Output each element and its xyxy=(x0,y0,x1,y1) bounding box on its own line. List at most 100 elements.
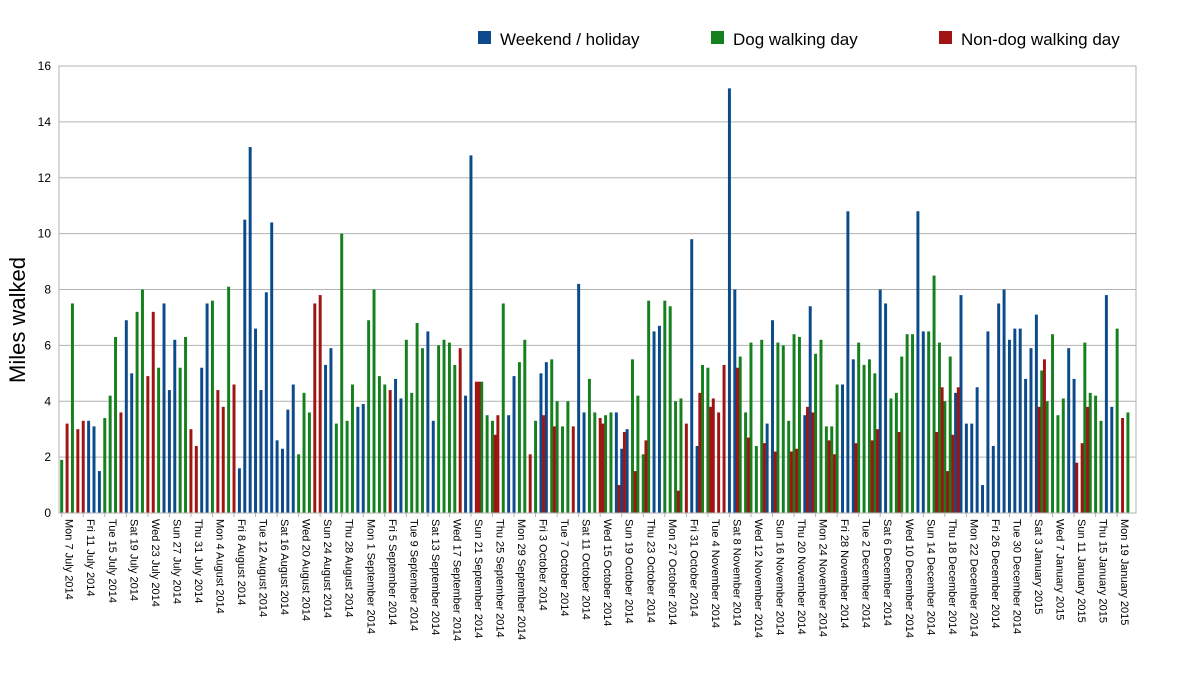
x-tick-label: Mon 29 September 2014 xyxy=(515,519,527,640)
bar-non-dog-walking-day xyxy=(552,426,556,513)
bar-weekend-holiday xyxy=(426,331,430,513)
x-tick-label: Fri 26 December 2014 xyxy=(989,519,1001,628)
axes xyxy=(58,65,1137,514)
bar-dog-walking-day xyxy=(587,378,591,513)
x-tick-label: Fri 8 August 2014 xyxy=(235,519,247,605)
bar-dog-walking-day xyxy=(636,395,640,513)
x-tick-label: Thu 18 December 2014 xyxy=(946,519,958,635)
x-tick-label: Wed 7 January 2015 xyxy=(1054,519,1066,620)
bar-dog-walking-day xyxy=(302,392,306,513)
bar-non-dog-walking-day xyxy=(722,364,726,513)
bar-dog-walking-day xyxy=(738,356,742,513)
x-tick-label: Tue 15 July 2014 xyxy=(106,519,118,603)
bar-non-dog-walking-day xyxy=(216,390,220,513)
bar-weekend-holiday xyxy=(884,303,888,513)
x-tick-label: Sat 13 September 2014 xyxy=(429,519,441,635)
bar-dog-walking-day xyxy=(889,398,893,513)
bar-non-dog-walking-day xyxy=(676,490,680,513)
bar-weekend-holiday xyxy=(991,445,995,513)
bar-non-dog-walking-day xyxy=(194,445,198,513)
bar-weekend-holiday xyxy=(431,420,435,513)
bar-dog-walking-day xyxy=(404,339,408,513)
bar-weekend-holiday xyxy=(264,292,268,513)
bar-weekend-holiday xyxy=(964,423,968,513)
bar-weekend-holiday xyxy=(771,320,774,513)
x-tick-label: Thu 15 January 2015 xyxy=(1097,519,1109,623)
bar-non-dog-walking-day xyxy=(827,440,831,513)
bar-dog-walking-day xyxy=(334,423,338,513)
bar-non-dog-walking-day xyxy=(897,431,901,513)
bar-weekend-holiday xyxy=(620,448,624,513)
bar-weekend-holiday xyxy=(841,384,844,513)
bar-weekend-holiday xyxy=(361,404,365,513)
bar-non-dog-walking-day xyxy=(119,412,123,513)
bar-dog-walking-day xyxy=(453,364,457,513)
bar-weekend-holiday xyxy=(324,364,328,513)
x-tick-label: Mon 24 November 2014 xyxy=(817,519,829,637)
bar-weekend-holiday xyxy=(270,222,274,513)
bar-dog-walking-day xyxy=(70,303,74,513)
bar-non-dog-walking-day xyxy=(870,440,874,513)
x-tick-label: Wed 15 October 2014 xyxy=(601,519,613,626)
bar-non-dog-walking-day xyxy=(388,390,392,513)
bar-non-dog-walking-day xyxy=(946,471,949,513)
bar-dog-walking-day xyxy=(437,345,441,514)
bar-non-dog-walking-day xyxy=(935,431,939,513)
bar-non-dog-walking-day xyxy=(633,471,637,513)
bar-non-dog-walking-day xyxy=(717,412,721,513)
bar-weekend-holiday xyxy=(808,306,812,513)
bar-weekend-holiday xyxy=(243,219,247,513)
bar-weekend-holiday xyxy=(97,471,101,513)
bar-non-dog-walking-day xyxy=(189,429,193,513)
bar-dog-walking-day xyxy=(873,373,877,513)
y-tick-labels: 0 2 4 6 8 10 12 14 16 xyxy=(38,59,52,520)
bar-dog-walking-day xyxy=(307,412,311,513)
bar-weekend-holiday xyxy=(162,303,166,513)
bar-non-dog-walking-day xyxy=(76,429,80,513)
bar-dog-walking-day xyxy=(792,334,796,513)
x-tick-label: Fri 28 November 2014 xyxy=(838,519,850,628)
bar-dog-walking-day xyxy=(523,339,527,513)
bar-weekend-holiday xyxy=(614,412,618,513)
x-tick-label: Tue 2 December 2014 xyxy=(860,519,872,628)
bar-dog-walking-day xyxy=(948,356,952,513)
bar-dog-walking-day xyxy=(421,348,424,513)
bar-non-dog-walking-day xyxy=(458,348,462,513)
bar-non-dog-walking-day xyxy=(528,454,532,513)
bar-non-dog-walking-day xyxy=(684,423,688,513)
x-tick-label: Tue 9 September 2014 xyxy=(407,519,419,631)
bar-dog-walking-day xyxy=(550,359,554,513)
y-tick-label: 6 xyxy=(44,338,51,352)
x-tick-label: Thu 31 July 2014 xyxy=(192,519,204,603)
bar-dog-walking-day xyxy=(776,342,780,513)
bar-weekend-holiday xyxy=(851,359,855,513)
bar-weekend-holiday xyxy=(512,376,516,513)
bar-dog-walking-day xyxy=(501,303,505,513)
bar-dog-walking-day xyxy=(679,398,683,513)
bar-weekend-holiday xyxy=(469,155,473,513)
x-tick-label: Sun 11 January 2015 xyxy=(1075,519,1087,623)
bar-dog-walking-day xyxy=(819,339,823,513)
bar-weekend-holiday xyxy=(544,362,548,513)
bar-dog-walking-day xyxy=(480,381,484,513)
bar-non-dog-walking-day xyxy=(698,392,702,513)
bar-weekend-holiday xyxy=(652,331,656,513)
bar-dog-walking-day xyxy=(227,286,231,513)
bar-dog-walking-day xyxy=(340,233,344,514)
y-tick-label: 14 xyxy=(38,115,52,129)
bar-dog-walking-day xyxy=(857,342,861,513)
bar-dog-walking-day xyxy=(372,289,376,513)
bar-weekend-holiday xyxy=(259,390,263,513)
bar-dog-walking-day xyxy=(631,359,634,513)
bar-dog-walking-day xyxy=(351,384,354,513)
bar-weekend-holiday xyxy=(1034,314,1038,513)
plot-frame xyxy=(58,65,1137,514)
bar-weekend-holiday xyxy=(275,440,279,513)
bar-dog-walking-day xyxy=(1056,415,1060,513)
x-tick-label: Tue 30 December 2014 xyxy=(1011,519,1023,634)
x-tick-label: Tue 4 November 2014 xyxy=(709,519,721,628)
bar-weekend-holiday xyxy=(954,392,958,513)
bar-dog-walking-day xyxy=(297,454,301,513)
bar-dog-walking-day xyxy=(184,336,188,513)
